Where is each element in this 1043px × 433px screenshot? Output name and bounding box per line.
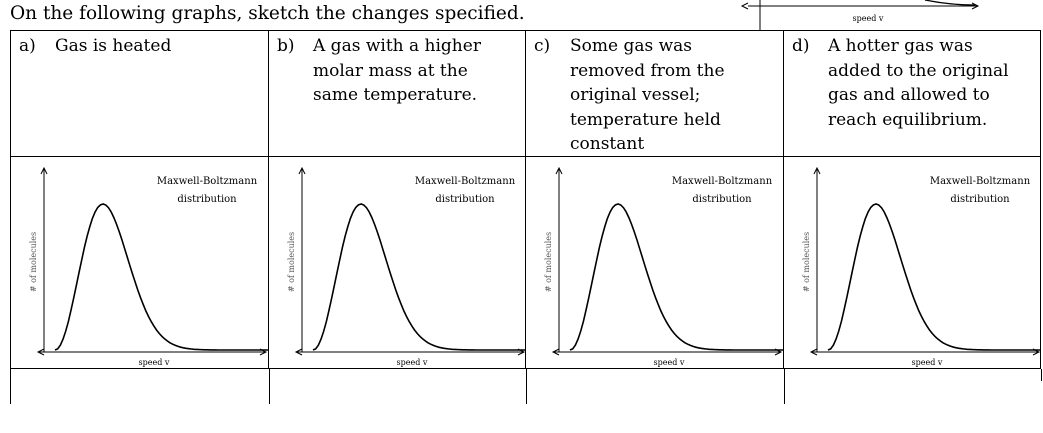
graph-title-line2: distribution <box>692 194 752 205</box>
distribution-curve <box>569 203 784 351</box>
x-axis-label: speed v <box>397 358 428 367</box>
y-arrowhead-icon <box>555 166 563 175</box>
distribution-curve <box>54 203 269 351</box>
x-arrowhead-left-icon <box>551 348 560 356</box>
graph-cell-b <box>269 157 526 369</box>
y-axis-label: # of molecules <box>287 232 296 292</box>
prompt-c: c) Some gas was removed from the origina… <box>526 31 792 154</box>
prompt-text-a: Gas is heated <box>55 34 171 59</box>
graph-d[interactable]: Maxwell-Boltzmann distribution speed v # of… <box>784 156 1042 368</box>
prompt-line: molar mass at the <box>313 60 468 81</box>
prompt-line: A gas with a higher <box>313 36 481 56</box>
distribution-curve <box>827 203 1042 351</box>
graph-title-line2: distribution <box>950 194 1010 205</box>
prompt-line: same temperature. <box>313 85 478 105</box>
mb-graph-svg: Maxwell-Boltzmann distribution speed v # of… <box>802 166 1042 367</box>
x-arrowhead-left-icon <box>36 348 45 356</box>
y-axis-label: # of molecules <box>802 232 811 292</box>
prompt-a: a) Gas is heated <box>11 31 277 56</box>
prompt-cell-c <box>526 31 784 157</box>
prompt-cell-d <box>784 31 1041 157</box>
prompt-line: added to the original <box>828 60 1009 81</box>
x-axis-label: speed v <box>912 358 943 367</box>
fragment-curve <box>924 0 976 6</box>
instructions-heading: On the following graphs, sketch the chan… <box>10 3 525 24</box>
graph-cell-c <box>526 157 784 369</box>
prompt-b: b) A gas with a higher molar mass at the… <box>269 31 534 105</box>
prompt-d: d) A hotter gas was added to the origina… <box>784 31 1043 130</box>
worksheet-table: a) Gas is heated b) A gas with a higher … <box>10 30 1043 404</box>
fragment-arrowhead-left-icon <box>740 2 749 10</box>
graph-c[interactable]: Maxwell-Boltzmann distribution speed v # of… <box>526 156 784 368</box>
y-axis-label: # of molecules <box>29 232 38 292</box>
prompt-line: reach equilibrium. <box>828 109 988 130</box>
y-arrowhead-icon <box>40 166 48 175</box>
prompt-letter-a: a) <box>19 36 36 56</box>
y-arrowhead-icon <box>813 166 821 175</box>
prompt-cell-b <box>269 31 526 157</box>
graph-cell-d <box>784 157 1041 369</box>
graph-title-line1: Maxwell-Boltzmann <box>930 176 1031 187</box>
x-arrowhead-left-icon <box>294 348 303 356</box>
y-axis-label: # of molecules <box>544 232 553 292</box>
prompt-line: Some gas was <box>570 36 693 56</box>
next-row-cell-b <box>269 369 526 404</box>
mb-graph-svg: Maxwell-Boltzmann distribution speed v # of… <box>287 166 527 367</box>
graph-title-line1: Maxwell-Boltzmann <box>672 176 773 187</box>
graph-title-line1: Maxwell-Boltzmann <box>157 176 258 187</box>
prompt-text-d: A hotter gas was added to the original g… <box>828 34 1009 132</box>
prompt-line: constant <box>570 134 645 154</box>
prompt-line: gas and allowed to <box>828 85 990 105</box>
prompt-cell-a <box>11 31 269 157</box>
prompt-letter-c: c) <box>534 36 551 56</box>
prompt-letter-d: d) <box>792 36 810 56</box>
x-arrowhead-left-icon <box>809 348 818 356</box>
prompt-line: Gas is heated <box>55 36 172 56</box>
distribution-curve <box>312 203 527 351</box>
previous-graph-fragment: speed v <box>740 0 980 30</box>
prompt-line: temperature held <box>570 109 721 130</box>
graph-a[interactable]: Maxwell-Boltzmann distribution speed v # of… <box>11 156 269 368</box>
mb-graph-svg: Maxwell-Boltzmann distribution speed v # of… <box>544 166 784 367</box>
next-row-cell-c <box>526 369 783 404</box>
x-axis-label: speed v <box>139 358 170 367</box>
prompt-letter-b: b) <box>277 36 295 56</box>
prompt-text-b: A gas with a higher molar mass at the sa… <box>313 34 481 108</box>
graph-title-line1: Maxwell-Boltzmann <box>415 176 516 187</box>
graph-cell-a <box>11 157 269 369</box>
prompt-line: original vessel; <box>570 85 701 105</box>
graph-title-line2: distribution <box>177 194 237 205</box>
next-row-cell-a <box>10 369 268 404</box>
prompt-line: removed from the <box>570 60 725 81</box>
fragment-arrowhead-icon <box>971 2 980 10</box>
mb-graph-svg: Maxwell-Boltzmann distribution speed v # of… <box>29 166 269 367</box>
graph-b[interactable]: Maxwell-Boltzmann distribution speed v # of… <box>269 156 527 368</box>
graph-title-line2: distribution <box>435 194 495 205</box>
x-axis-label: speed v <box>654 358 685 367</box>
prompt-text-c: Some gas was removed from the original v… <box>570 34 725 157</box>
next-row-cell-d <box>784 369 1042 404</box>
y-arrowhead-icon <box>298 166 306 175</box>
prompt-line: A hotter gas was <box>828 36 973 56</box>
fragment-axis-label: speed v <box>853 14 884 23</box>
